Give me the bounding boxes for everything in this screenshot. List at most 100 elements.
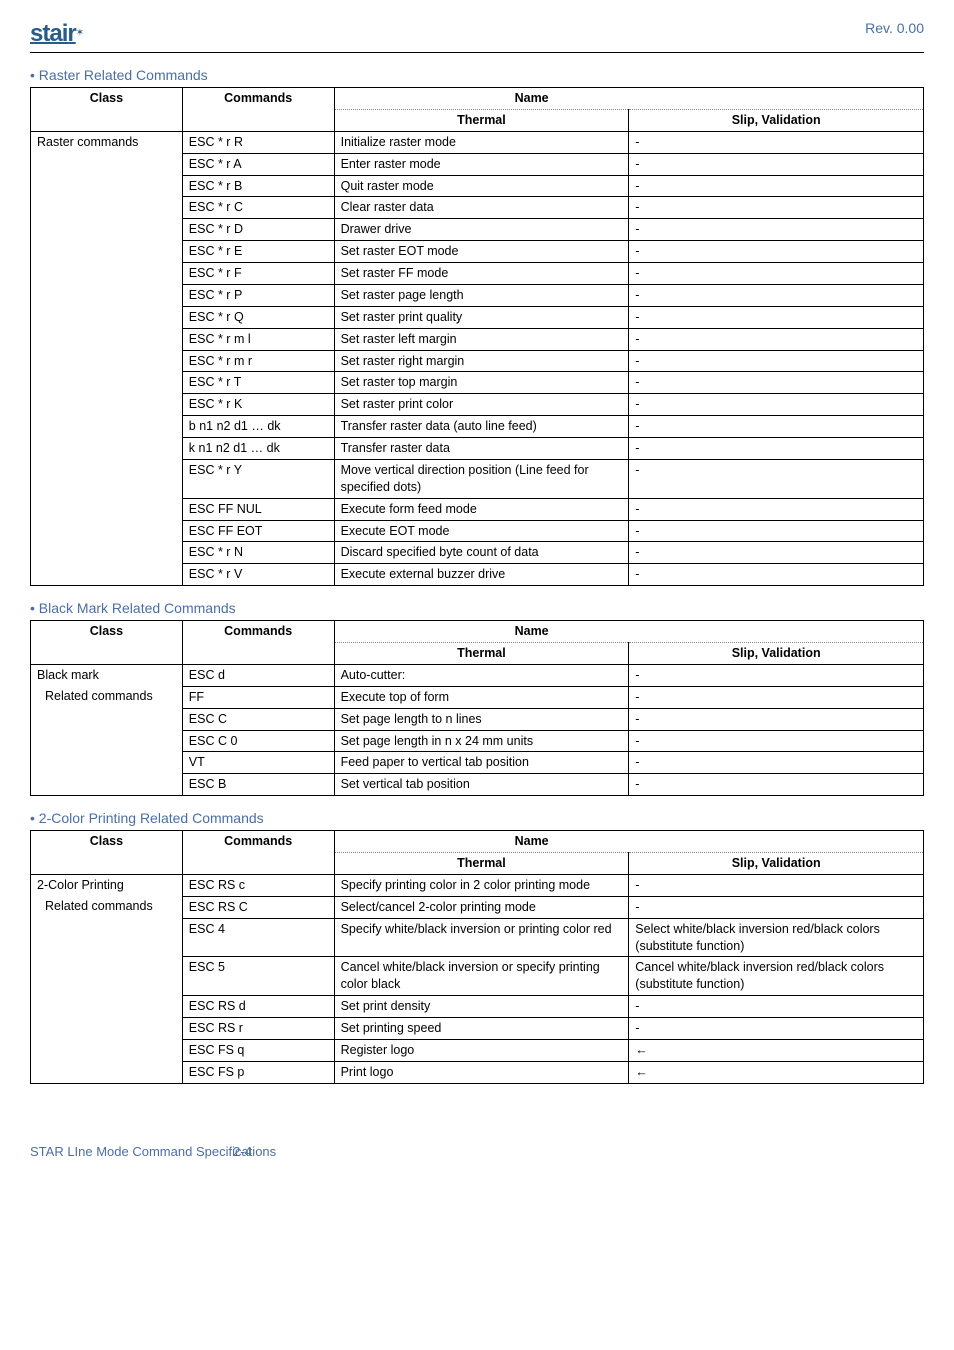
cell-cmd: VT (182, 752, 334, 774)
cell-cmd: ESC * r D (182, 219, 334, 241)
cell-cmd: ESC C 0 (182, 730, 334, 752)
cell-class: 2-Color Printing (31, 874, 183, 896)
cell-slip: - (629, 175, 924, 197)
cell-thermal: Execute external buzzer drive (334, 564, 629, 586)
cell-thermal: Set raster print color (334, 394, 629, 416)
cell-class: Related commands (31, 896, 183, 1083)
cell-cmd: ESC * r F (182, 263, 334, 285)
table-header-row: Class Commands Name (31, 88, 924, 110)
cell-thermal: Set raster left margin (334, 328, 629, 350)
cell-cmd: ESC RS r (182, 1018, 334, 1040)
cell-slip: - (629, 498, 924, 520)
cell-cmd: ESC * r Y (182, 459, 334, 498)
cell-class: Raster commands (31, 131, 183, 585)
th-slip: Slip, Validation (629, 643, 924, 665)
cell-cmd: k n1 n2 d1 … dk (182, 438, 334, 460)
cell-thermal: Register logo (334, 1039, 629, 1061)
revision-label: Rev. 0.00 (865, 20, 924, 36)
table-row: 2-Color Printing ESC RS c Specify printi… (31, 874, 924, 896)
cell-slip: - (629, 896, 924, 918)
cell-thermal: Enter raster mode (334, 153, 629, 175)
cell-cmd: ESC FF EOT (182, 520, 334, 542)
cell-thermal: Specify white/black inversion or printin… (334, 918, 629, 957)
cell-thermal: Execute EOT mode (334, 520, 629, 542)
cell-cmd: ESC RS c (182, 874, 334, 896)
cell-slip: - (629, 708, 924, 730)
th-name: Name (334, 621, 923, 643)
cell-slip: - (629, 542, 924, 564)
cell-slip: - (629, 284, 924, 306)
cell-slip: - (629, 686, 924, 708)
cell-thermal: Execute form feed mode (334, 498, 629, 520)
cell-cmd: ESC * r m r (182, 350, 334, 372)
table-header-row: Class Commands Name (31, 621, 924, 643)
cell-cmd: ESC RS d (182, 996, 334, 1018)
cell-slip: - (629, 372, 924, 394)
table-row: Related commands FF Execute top of form … (31, 686, 924, 708)
cell-cmd: ESC * r K (182, 394, 334, 416)
th-class: Class (31, 88, 183, 132)
th-slip: Slip, Validation (629, 109, 924, 131)
cell-cmd: ESC * r m l (182, 328, 334, 350)
th-commands: Commands (182, 621, 334, 665)
th-name: Name (334, 831, 923, 853)
cell-slip: - (629, 219, 924, 241)
cell-slip: - (629, 263, 924, 285)
cell-slip: - (629, 520, 924, 542)
table-header-row: Class Commands Name (31, 831, 924, 853)
table-blackmark: Class Commands Name Thermal Slip, Valida… (30, 620, 924, 796)
cell-slip: - (629, 564, 924, 586)
cell-thermal: Set raster FF mode (334, 263, 629, 285)
cell-thermal: Drawer drive (334, 219, 629, 241)
cell-thermal: Quit raster mode (334, 175, 629, 197)
th-name: Name (334, 88, 923, 110)
cell-class: Black mark (31, 664, 183, 686)
page-footer: STAR LIne Mode Command Specifications 2-… (30, 1144, 924, 1159)
th-class: Class (31, 831, 183, 875)
th-thermal: Thermal (334, 853, 629, 875)
cell-cmd: ESC * r C (182, 197, 334, 219)
cell-thermal: Feed paper to vertical tab position (334, 752, 629, 774)
cell-thermal: Discard specified byte count of data (334, 542, 629, 564)
cell-cmd: ESC d (182, 664, 334, 686)
page-header: stair✶ Rev. 0.00 (30, 20, 924, 53)
cell-slip: - (629, 730, 924, 752)
th-class: Class (31, 621, 183, 665)
cell-slip: - (629, 416, 924, 438)
cell-cmd: ESC RS C (182, 896, 334, 918)
th-thermal: Thermal (334, 643, 629, 665)
page: stair✶ Rev. 0.00 • Raster Related Comman… (30, 20, 924, 1270)
cell-cmd: ESC * r B (182, 175, 334, 197)
cell-cmd: ESC * r E (182, 241, 334, 263)
section-title-2color: • 2-Color Printing Related Commands (30, 810, 924, 826)
cell-slip: - (629, 996, 924, 1018)
cell-cmd: ESC * r P (182, 284, 334, 306)
section-title-raster: • Raster Related Commands (30, 67, 924, 83)
cell-slip: - (629, 153, 924, 175)
cell-cmd: ESC B (182, 774, 334, 796)
cell-thermal: Set vertical tab position (334, 774, 629, 796)
footer-page-number: 2-4 (233, 1144, 252, 1159)
logo-text: stair (30, 20, 76, 47)
cell-thermal: Set raster print quality (334, 306, 629, 328)
cell-cmd: ESC * r T (182, 372, 334, 394)
cell-thermal: Clear raster data (334, 197, 629, 219)
cell-slip: - (629, 438, 924, 460)
cell-cmd: ESC * r N (182, 542, 334, 564)
th-commands: Commands (182, 831, 334, 875)
th-thermal: Thermal (334, 109, 629, 131)
cell-slip: - (629, 241, 924, 263)
table-raster: Class Commands Name Thermal Slip, Valida… (30, 87, 924, 586)
cell-cmd: ESC FS q (182, 1039, 334, 1061)
cell-slip: Cancel white/black inversion red/black c… (629, 957, 924, 996)
table-row: Raster commands ESC * r R Initialize ras… (31, 131, 924, 153)
cell-cmd: ESC * r A (182, 153, 334, 175)
cell-cmd: ESC * r R (182, 131, 334, 153)
th-slip: Slip, Validation (629, 853, 924, 875)
cell-cmd: ESC FF NUL (182, 498, 334, 520)
cell-cmd: b n1 n2 d1 … dk (182, 416, 334, 438)
cell-thermal: Print logo (334, 1061, 629, 1083)
cell-thermal: Set print density (334, 996, 629, 1018)
cell-class: Related commands (31, 686, 183, 795)
cell-cmd: ESC C (182, 708, 334, 730)
